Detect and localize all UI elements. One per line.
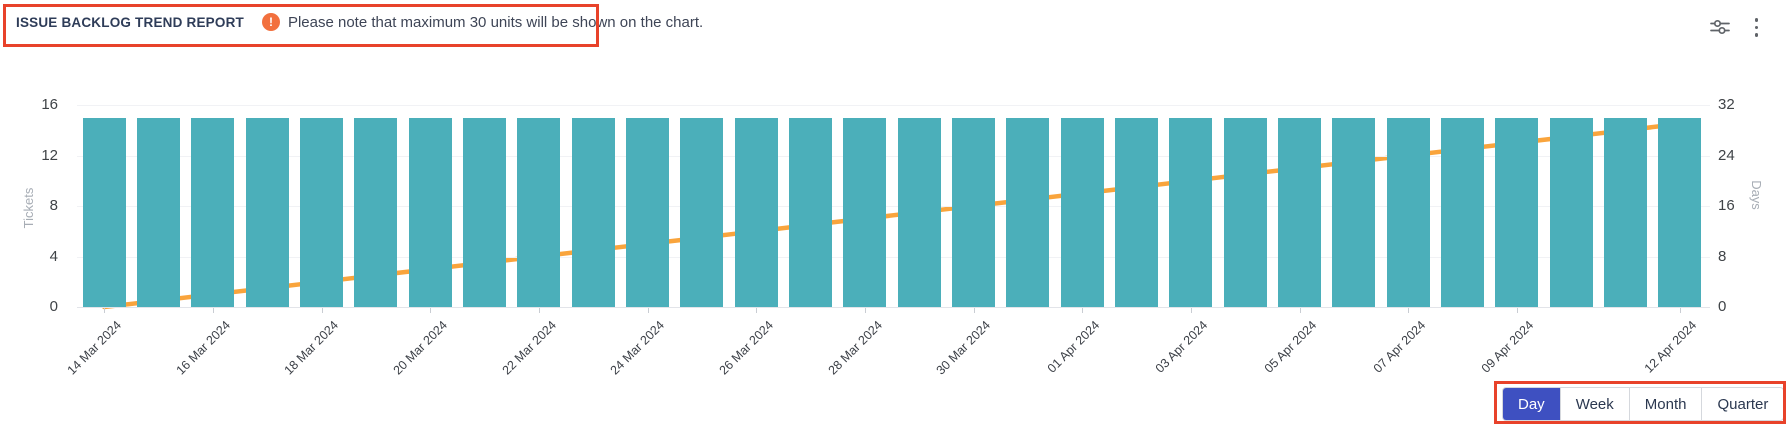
y-axis-tick-label-left: 0 (49, 298, 58, 315)
filter-sliders-icon[interactable] (1709, 16, 1731, 38)
bar[interactable] (789, 117, 833, 307)
x-axis-tick (1408, 308, 1410, 313)
x-axis-tick (864, 308, 866, 313)
bar[interactable] (1441, 117, 1485, 307)
quarter-button[interactable]: Quarter (1701, 388, 1784, 420)
gridline (77, 307, 1710, 308)
day-button[interactable]: Day (1503, 388, 1560, 420)
x-axis-tick-label: 09 Apr 2024 (1479, 318, 1537, 376)
bar[interactable] (517, 117, 561, 307)
x-axis-tick-label: 05 Apr 2024 (1261, 318, 1320, 376)
x-axis-tick (104, 308, 106, 313)
bar[interactable] (680, 117, 724, 307)
bar[interactable] (463, 117, 507, 307)
y-axis-tick-label-right: 16 (1718, 197, 1735, 214)
month-button[interactable]: Month (1628, 388, 1702, 420)
bar[interactable] (843, 117, 887, 307)
x-axis-tick-label: 26 Mar 2024 (716, 318, 777, 378)
gridline (77, 155, 1710, 157)
x-axis-tick (321, 308, 323, 313)
x-axis-tick (756, 308, 758, 313)
x-axis-tick (212, 308, 214, 313)
y-axis-tick-label-left: 8 (49, 197, 58, 214)
x-axis-tick-label: 16 Mar 2024 (173, 318, 233, 378)
x-axis-tick (430, 308, 432, 313)
y-axis-tick-label-right: 32 (1718, 96, 1735, 113)
bar[interactable] (1060, 117, 1104, 307)
x-axis-tick (1190, 308, 1192, 313)
bar[interactable] (1006, 117, 1050, 307)
y-axis-tick-label-left: 4 (49, 247, 58, 265)
x-axis-tick-label: 14 Mar 2024 (64, 318, 125, 378)
bar[interactable] (137, 117, 181, 307)
note-text: Please note that maximum 30 units will b… (287, 13, 704, 31)
x-axis-tick-label: 07 Apr 2024 (1370, 318, 1429, 376)
x-axis-tick-label: 22 Mar 2024 (499, 318, 559, 378)
bar[interactable] (191, 117, 235, 307)
x-axis-tick-label: 12 Apr 2024 (1642, 318, 1700, 376)
bar[interactable] (626, 117, 670, 307)
x-axis-tick (1299, 308, 1301, 313)
bar[interactable] (897, 117, 941, 307)
x-axis-tick (1516, 308, 1518, 313)
x-axis-tick-label: 30 Mar 2024 (933, 318, 994, 378)
y-axis-tick-label-right: 0 (1718, 298, 1727, 315)
x-axis-tick-label: 03 Apr 2024 (1153, 318, 1211, 376)
alert-circle-icon (261, 13, 280, 31)
x-axis-tick-label: 18 Mar 2024 (281, 318, 342, 378)
y-axis-tick-label-right: 24 (1718, 146, 1735, 164)
x-axis-tick (647, 308, 649, 313)
x-axis-tick (538, 308, 540, 313)
right-axis-title: Days (1749, 180, 1765, 210)
bar[interactable] (734, 117, 778, 307)
y-axis-tick-label-left: 12 (41, 146, 58, 164)
bar[interactable] (245, 117, 289, 307)
gridline (77, 105, 1710, 106)
bar[interactable] (1386, 117, 1430, 307)
bar[interactable] (1495, 117, 1539, 307)
widget-header: ISSUE BACKLOG TREND REPORT Please note t… (16, 13, 703, 31)
x-axis-tick (973, 308, 975, 313)
x-axis-tick-label: 01 Apr 2024 (1044, 318, 1103, 376)
y-axis-tick-label-right: 8 (1718, 247, 1727, 265)
bar[interactable] (1604, 117, 1648, 307)
widget-actions (1709, 16, 1763, 39)
bar[interactable] (1169, 117, 1213, 307)
gridline (77, 256, 1710, 258)
x-axis-tick-label: 24 Mar 2024 (607, 318, 668, 378)
x-axis-tick-label: 28 Mar 2024 (825, 318, 885, 378)
bar[interactable] (354, 117, 398, 307)
x-axis-tick (1679, 308, 1681, 313)
x-axis-tick (1082, 308, 1084, 313)
bar[interactable] (952, 117, 996, 307)
bar[interactable] (1332, 117, 1376, 307)
week-button[interactable]: Week (1559, 388, 1629, 420)
y-axis-tick-label-left: 16 (41, 96, 58, 113)
bar[interactable] (82, 117, 126, 307)
widget-note: Please note that maximum 30 units will b… (261, 13, 704, 31)
bar[interactable] (408, 117, 452, 307)
x-axis-tick-label: 20 Mar 2024 (390, 318, 451, 378)
kebab-menu-icon[interactable] (1751, 16, 1763, 39)
bar[interactable] (1549, 117, 1593, 307)
bar[interactable] (571, 117, 615, 307)
bar[interactable] (1223, 117, 1267, 307)
bar[interactable] (1658, 117, 1702, 307)
widget-title: ISSUE BACKLOG TREND REPORT (16, 14, 244, 30)
bar[interactable] (1115, 117, 1159, 307)
bar[interactable] (300, 117, 344, 307)
gridline (77, 206, 1710, 207)
period-switcher: Day Week Month Quarter (1502, 387, 1785, 421)
bar[interactable] (1278, 117, 1322, 307)
